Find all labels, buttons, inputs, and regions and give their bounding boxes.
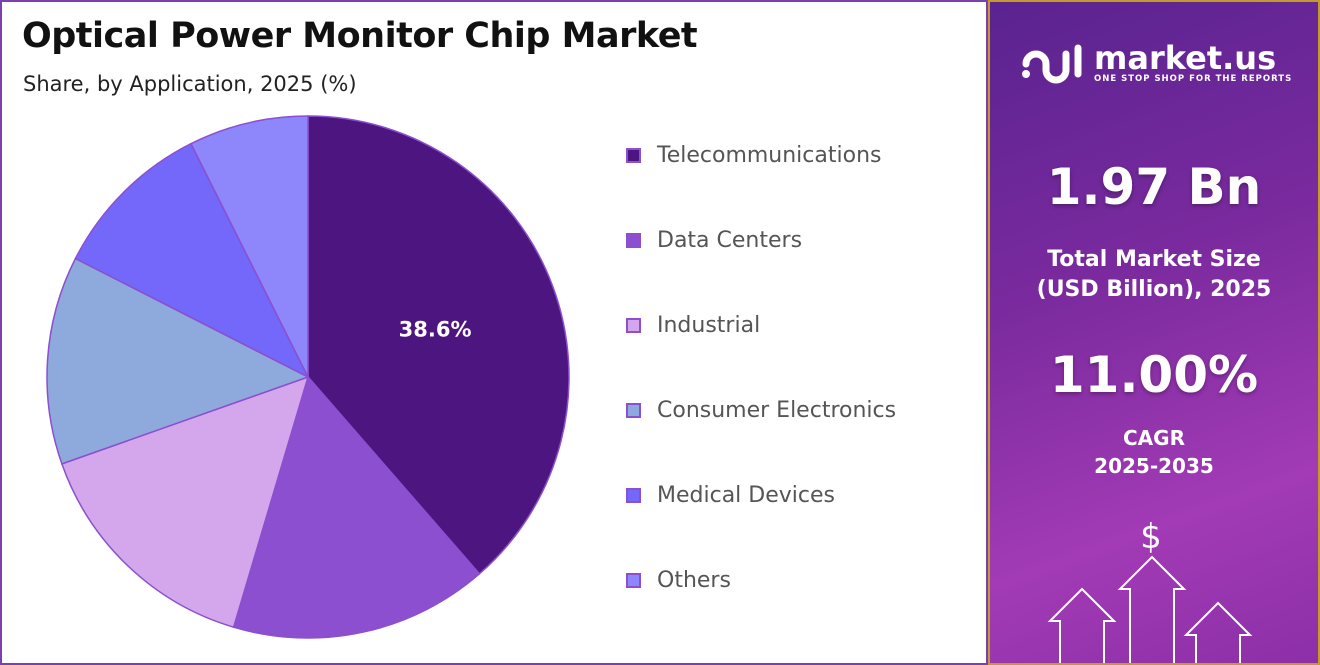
data-label: 38.6% [399,317,472,341]
legend-item: Industrial [626,310,760,340]
cagr-label-2: 2025-2035 [1094,454,1214,478]
summary-panel: market.us ONE STOP SHOP FOR THE REPORTS … [988,0,1320,665]
growth-arrows-icon [1047,555,1253,663]
market-size-label-1: Total Market Size [1047,247,1261,272]
dollar-icon: $ [1140,517,1162,557]
legend-swatch [626,147,641,163]
market-size-label-2: (USD Billion), 2025 [1036,277,1272,302]
legend-label: Industrial [657,312,761,338]
chart-title: Optical Power Monitor Chip Market [22,16,698,56]
legend-swatch [626,572,641,588]
chart-subtitle: Share, by Application, 2025 (%) [23,72,357,96]
market-size-value: 1.97 Bn [1046,158,1262,216]
legend-swatch [626,487,641,503]
legend-label: Medical Devices [657,482,835,508]
pie-slice-industrial [60,375,310,629]
legend-item: Medical Devices [626,480,835,510]
pie-slice-others [189,115,309,378]
pie-slice-telecommunications [307,115,570,575]
legend-item: Data Centers [626,225,802,255]
legend-item: Consumer Electronics [626,395,896,425]
legend-swatch [626,402,641,418]
legend-item: Telecommunications [626,140,881,170]
legend-label: Data Centers [657,227,803,253]
cagr-value: 11.00% [1049,346,1259,404]
legend-label: Telecommunications [657,142,882,168]
cagr-label-1: CAGR [1123,426,1185,450]
legend-item: Others [626,565,731,595]
legend-label: Consumer Electronics [657,397,897,423]
logo-icon [1022,44,1082,84]
pie-slice-data-centers [232,375,481,639]
logo-tagline: ONE STOP SHOP FOR THE REPORTS [1094,74,1293,84]
legend-label: Others [657,567,731,593]
legend-swatch [626,232,641,248]
pie-slice-medical-devices [74,142,310,379]
chart-panel: Optical Power Monitor Chip Market Share,… [0,0,988,665]
logo-name: market.us [1094,39,1277,77]
pie-chart: 38.6% [46,115,570,639]
pie-slice-consumer-electronics [46,257,310,465]
market-us-logo: market.us ONE STOP SHOP FOR THE REPORTS [1020,40,1292,86]
legend-swatch [626,317,641,333]
